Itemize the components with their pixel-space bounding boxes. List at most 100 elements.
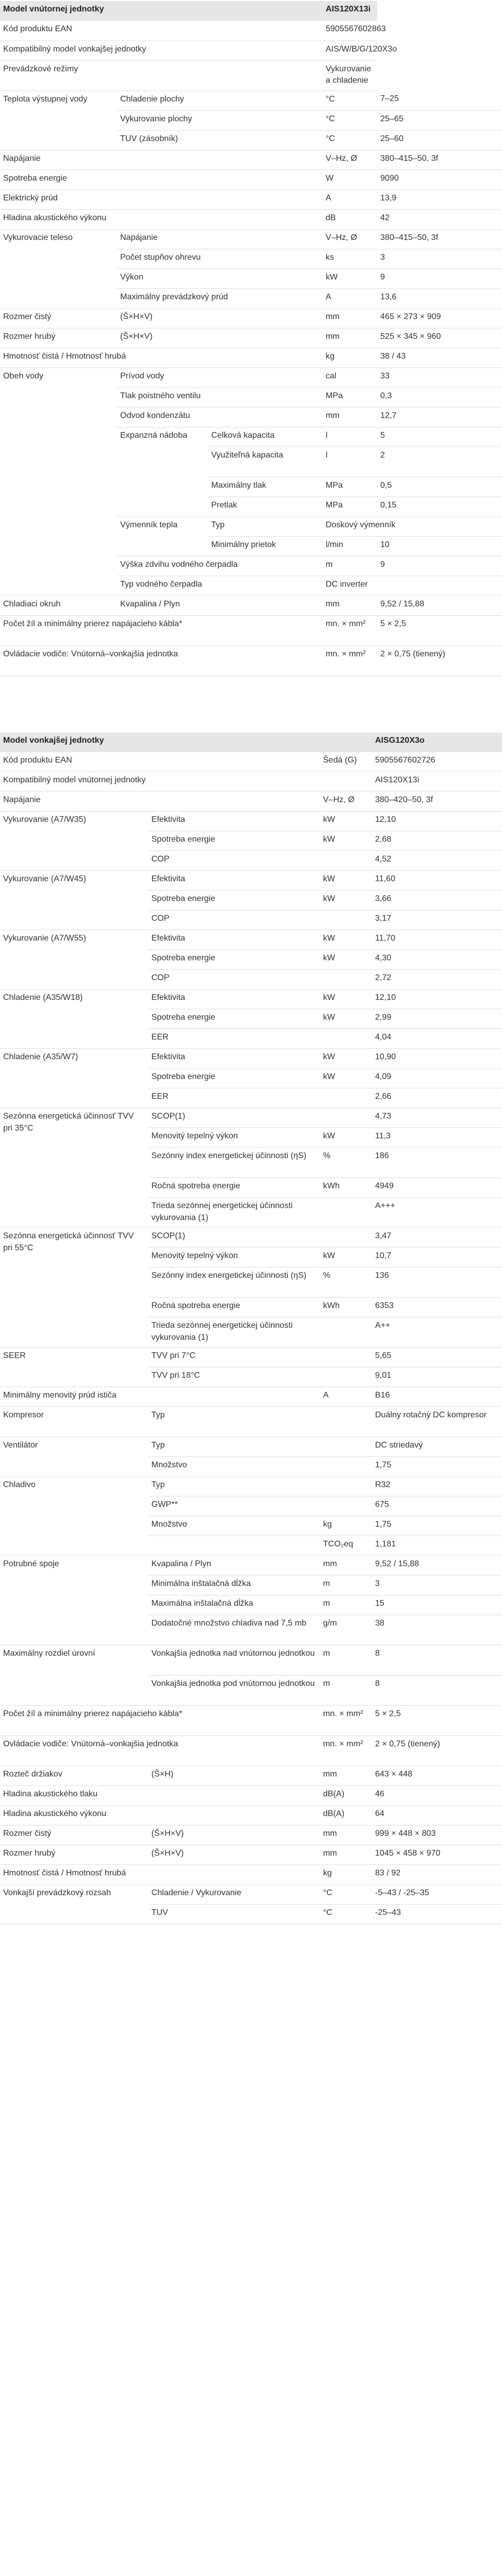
spec-cell: 136 xyxy=(372,1267,502,1298)
spec-cell: COP xyxy=(148,910,320,930)
spec-cell: 9 xyxy=(377,556,502,576)
spec-cell: 9090 xyxy=(377,170,502,190)
spec-cell: Spotreba energie xyxy=(148,890,320,910)
spec-cell: Efektivita xyxy=(148,930,320,950)
spec-cell: °C xyxy=(323,130,378,150)
spec-cell: Ročná spotreba energie xyxy=(148,1177,320,1198)
spec-cell: 4,73 xyxy=(372,1108,502,1128)
outdoor-spec-row: Ventilátor Typ DC striedavý xyxy=(0,1437,502,1477)
spec-cell xyxy=(320,1029,372,1049)
header-cell: AISG120X3o xyxy=(372,732,502,752)
outdoor-spec-row: Dodatočné množstvo chladiva nad 7,5 mb g/… xyxy=(0,1615,502,1645)
spec-cell: Prívod vody xyxy=(117,367,323,388)
spec-cell: Menovitý tepelný výkon xyxy=(148,1127,320,1148)
spec-cell: Efektivita xyxy=(148,989,320,1009)
spec-cell: Trieda sezónnej energetickej účinnosti v… xyxy=(148,1197,320,1228)
spec-cell: Chladiaci okruh xyxy=(0,595,117,616)
outdoor-spec-row: Vonkajší prevádzkový rozsah Chladenie / V… xyxy=(0,1884,502,1924)
spec-cell: 4949 xyxy=(372,1177,502,1198)
spec-cell xyxy=(320,1437,372,1457)
spec-cell: ks xyxy=(323,249,378,269)
spec-cell: (Š×H×V) xyxy=(117,328,323,348)
spec-cell: l xyxy=(323,427,378,447)
spec-cell: m xyxy=(320,1575,372,1595)
spec-cell: mn. × mm² xyxy=(323,645,378,676)
indoor-spec-row: Minimálny prietok l/min 10 xyxy=(0,536,502,556)
spec-cell: Vonkajšia jednotka pod vnútornou jednotk… xyxy=(148,1675,320,1706)
outdoor-spec-row: Maximálny rozdiel úrovní Vonkajšia jednot… xyxy=(0,1645,502,1706)
outdoor-spec-row: COP 4,52 xyxy=(0,851,502,871)
spec-cell: R32 xyxy=(372,1476,502,1496)
spec-cell: 9 xyxy=(377,269,502,289)
spec-cell: 11,60 xyxy=(372,870,502,891)
outdoor-spec-row: TUV °C -25–43 xyxy=(0,1904,502,1924)
spec-cell: kW xyxy=(320,870,372,891)
spec-cell: Rozmer hrubý xyxy=(0,1845,148,1865)
outdoor-spec-row: Spotreba energie kW 2,99 xyxy=(0,1009,502,1029)
spec-cell: Dodatočné množstvo chladiva nad 7,5 mb xyxy=(148,1615,320,1645)
spec-cell: 2 × 0,75 (tienený) xyxy=(377,645,502,676)
spec-cell xyxy=(320,1197,372,1228)
indoor-spec-row: TUV (zásobník) °C 25–60 xyxy=(0,130,502,150)
spec-cell: mm xyxy=(320,1845,372,1865)
spec-cell: Napájanie xyxy=(0,791,320,811)
spec-cell: V–Hz, Ø xyxy=(323,229,378,249)
spec-cell: 5905567602863 xyxy=(323,21,386,41)
spec-cell xyxy=(320,1456,372,1477)
outdoor-spec-row: Menovitý tepelný výkon kW 11,3 xyxy=(0,1127,502,1148)
spec-cell: AIS120X13i xyxy=(372,771,502,792)
spec-cell: Spotreba energie xyxy=(0,170,323,190)
spec-cell: 1045 × 458 × 970 xyxy=(372,1845,502,1865)
spec-cell: Vykurovanie (A7/W35) xyxy=(0,811,148,871)
spec-cell: 10 xyxy=(377,536,502,556)
spec-cell: 3 xyxy=(372,1575,502,1595)
spec-cell: 2 × 0,75 (tienený) xyxy=(372,1735,502,1766)
spec-cell: Maximálna inštalačná dĺžka xyxy=(148,1595,320,1615)
spec-cell: 675 xyxy=(372,1496,502,1516)
spec-cell: Vonkajší prevádzkový rozsah xyxy=(0,1884,148,1924)
spec-cell: Menovitý tepelný výkon xyxy=(148,1247,320,1267)
outdoor-spec-row: Vykurovanie (A7/W45) Efektivita kW 11,60 xyxy=(0,870,502,930)
spec-cell: V–Hz, Ø xyxy=(320,791,372,811)
outdoor-spec-row: Potrubné spoje Kvapalina / Plyn mm 9,52 / 1… xyxy=(0,1555,502,1645)
indoor-spec-row: Vykurovacie teleso Napájanie V–Hz, Ø 380–41… xyxy=(0,229,502,309)
spec-cell xyxy=(320,1317,372,1348)
spec-cell: (Š×H) xyxy=(148,1766,320,1786)
spec-cell: Chladenie plochy xyxy=(117,91,323,111)
spec-cell: (Š×H×V) xyxy=(148,1845,320,1865)
indoor-spec-row: Maximálny prevádzkový prúd A 13,6 xyxy=(0,288,502,309)
spec-cell: kW xyxy=(320,1048,372,1069)
outdoor-spec-row: Sezónna energetická účinnosť TVV pri 55°… xyxy=(0,1227,502,1348)
outdoor-spec-row: Kód produktu EAN Šedá (G) 5905567602726 xyxy=(0,752,502,772)
spec-cell: A xyxy=(323,189,378,210)
indoor-spec-row: Elektrický prúd A 13,9 xyxy=(0,189,502,210)
spec-cell: 2,66 xyxy=(372,1088,502,1108)
outdoor-unit-spec-table: Model vonkajšej jednotky AISG120X3o Kód pr… xyxy=(0,732,502,1924)
spec-cell: 11,70 xyxy=(372,930,502,950)
outdoor-spec-row: GWP** 675 xyxy=(0,1496,502,1516)
spec-cell: 8 xyxy=(372,1645,502,1676)
spec-cell: mm xyxy=(323,328,378,348)
outdoor-spec-row: Spotreba energie kW 2,68 xyxy=(0,831,502,851)
spec-cell: kW xyxy=(320,1127,372,1148)
spec-cell: 10,90 xyxy=(372,1048,502,1069)
spec-cell: 525 × 345 × 960 xyxy=(377,328,502,348)
spec-cell: TUV (zásobník) xyxy=(117,130,323,150)
outdoor-spec-row: Množstvo 1,75 xyxy=(0,1456,502,1477)
outdoor-spec-row: TCO₂eq 1,181 xyxy=(0,1536,502,1556)
spec-cell: Kód produktu EAN xyxy=(0,752,320,772)
spec-cell: Napájanie xyxy=(117,229,323,249)
outdoor-spec-row: Vykurovanie (A7/W55) Efektivita kW 11,70 xyxy=(0,930,502,989)
spec-cell: kW xyxy=(323,269,378,289)
spec-cell: B16 xyxy=(372,1387,502,1407)
outdoor-spec-row: Hmotnosť čistá / Hmotnosť hrubá kg 83 / 92 xyxy=(0,1864,502,1885)
spec-cell: MPa xyxy=(323,497,378,517)
spec-cell: Sezónny index energetickej účinnosti (ηS… xyxy=(148,1267,320,1298)
spec-cell: MPa xyxy=(323,477,378,497)
spec-cell: Výkon xyxy=(117,269,323,289)
spec-cell: TUV xyxy=(148,1904,320,1924)
spec-cell: 380–415–50, 3f xyxy=(377,229,502,249)
spec-cell: 38 xyxy=(372,1615,502,1645)
spec-cell: 3,17 xyxy=(372,910,502,930)
spec-cell: Typ xyxy=(148,1406,320,1437)
